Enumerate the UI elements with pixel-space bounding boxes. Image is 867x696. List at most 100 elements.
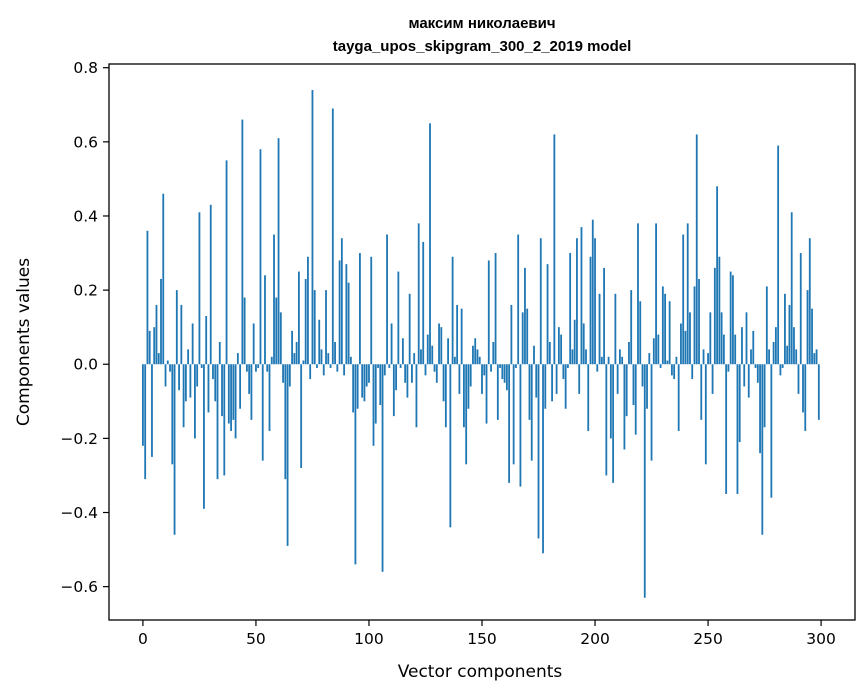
bar xyxy=(625,364,628,417)
bar xyxy=(221,364,223,417)
bar xyxy=(537,364,540,539)
bar xyxy=(655,223,657,365)
bar xyxy=(395,364,397,391)
bar xyxy=(666,360,669,365)
bar xyxy=(598,293,601,365)
bar xyxy=(494,253,497,365)
bar xyxy=(704,364,707,465)
bar xyxy=(648,353,651,365)
y-axis-label: Components values xyxy=(14,258,34,426)
bar xyxy=(465,364,468,465)
bar xyxy=(515,364,517,368)
bar xyxy=(225,160,228,365)
bar xyxy=(268,364,271,431)
bar xyxy=(607,356,610,365)
bar xyxy=(492,342,495,365)
bar xyxy=(542,364,544,554)
bar xyxy=(216,364,219,480)
y-tick-label: 0.0 xyxy=(73,356,98,374)
chart-title-line-2: tayga_upos_skipgram_300_2_2019 model xyxy=(333,38,632,55)
bar xyxy=(752,330,755,365)
bar xyxy=(297,271,300,365)
bar xyxy=(352,364,355,413)
bar xyxy=(370,256,373,365)
bar xyxy=(151,364,153,457)
bar xyxy=(698,278,700,365)
bar xyxy=(774,327,777,365)
bar xyxy=(684,330,687,365)
x-tick-label: 0 xyxy=(138,630,148,648)
bar xyxy=(467,364,470,409)
bar xyxy=(169,364,171,372)
bar xyxy=(456,304,459,365)
bar xyxy=(245,364,248,372)
x-tick-label: 300 xyxy=(806,630,836,648)
y-tick-label: 0.4 xyxy=(73,207,98,225)
bar xyxy=(469,364,472,387)
bar xyxy=(340,238,343,365)
bar xyxy=(589,256,592,365)
bar xyxy=(528,364,531,420)
bar xyxy=(702,349,705,365)
bar xyxy=(270,356,273,365)
bar xyxy=(571,349,574,365)
bar xyxy=(754,364,757,368)
bar xyxy=(591,219,594,365)
bar xyxy=(284,364,287,480)
bar xyxy=(142,364,144,446)
bar xyxy=(322,364,325,376)
bar xyxy=(594,238,596,365)
bar xyxy=(553,134,556,365)
bar xyxy=(180,304,183,365)
bar xyxy=(203,364,205,509)
bar xyxy=(406,364,409,398)
bar xyxy=(781,364,784,368)
bar xyxy=(155,304,158,365)
bar xyxy=(680,323,682,365)
x-tick-label: 50 xyxy=(246,630,266,648)
bar xyxy=(250,364,253,420)
bar xyxy=(356,364,359,409)
bar xyxy=(596,364,599,372)
bar xyxy=(329,364,332,368)
bar xyxy=(171,364,174,465)
bar xyxy=(747,364,750,398)
bar xyxy=(399,364,402,368)
bar xyxy=(424,364,427,376)
bar xyxy=(530,364,533,461)
bar xyxy=(691,364,694,380)
bar xyxy=(345,264,348,365)
bar xyxy=(533,345,535,365)
bar xyxy=(438,323,440,365)
bar xyxy=(630,290,633,365)
bar xyxy=(508,364,511,483)
bar xyxy=(738,364,741,443)
bar xyxy=(510,304,513,365)
bar xyxy=(481,364,483,394)
bar xyxy=(264,275,266,365)
bar xyxy=(160,278,162,365)
x-axis: 0 50 100 150 200 250 300 xyxy=(138,620,836,648)
bar xyxy=(413,353,416,365)
bar xyxy=(261,364,264,461)
bar xyxy=(212,364,214,380)
bar xyxy=(388,364,391,368)
bar xyxy=(275,297,278,365)
bar xyxy=(472,345,474,365)
bar xyxy=(673,364,676,380)
bar xyxy=(435,364,438,383)
bar xyxy=(745,312,748,365)
bar xyxy=(408,293,411,365)
bar xyxy=(293,353,296,365)
bar xyxy=(614,293,617,365)
bar xyxy=(336,364,339,372)
bar xyxy=(234,364,237,439)
bar xyxy=(505,364,508,391)
bar xyxy=(343,364,346,376)
bar xyxy=(503,364,506,383)
y-tick-label: 0.8 xyxy=(73,59,98,77)
bar xyxy=(304,278,307,365)
bar xyxy=(230,364,232,431)
y-tick-label: −0.4 xyxy=(60,504,98,522)
bar xyxy=(166,360,169,365)
